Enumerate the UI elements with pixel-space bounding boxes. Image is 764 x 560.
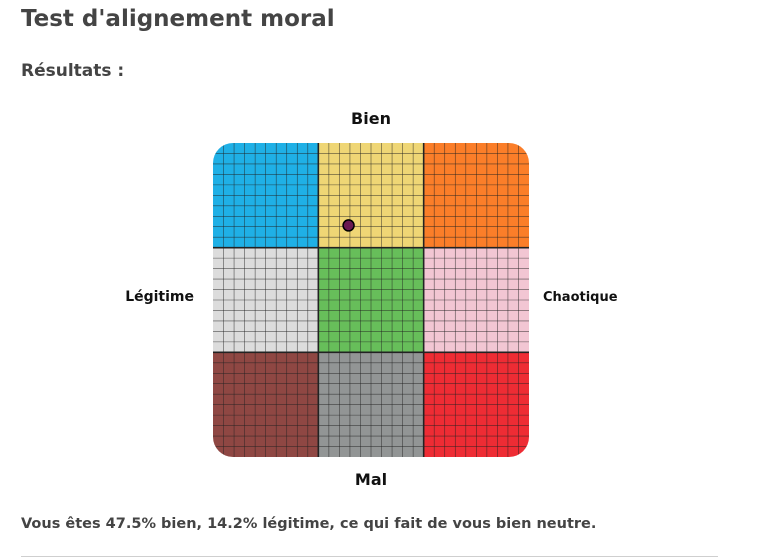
result-marker (342, 219, 355, 232)
result-sentence: Vous êtes 47.5% bien, 14.2% légitime, ce… (21, 516, 597, 532)
axis-label-good: Bien (351, 109, 391, 128)
axis-label-evil: Mal (354, 470, 388, 489)
axis-label-chaotic: Chaotique (543, 290, 618, 305)
axis-label-lawful: Légitime (125, 289, 194, 305)
alignment-chart (213, 143, 529, 457)
results-heading: Résultats : (21, 61, 125, 81)
page-title: Test d'alignement moral (21, 6, 335, 32)
bottom-divider (21, 556, 718, 557)
